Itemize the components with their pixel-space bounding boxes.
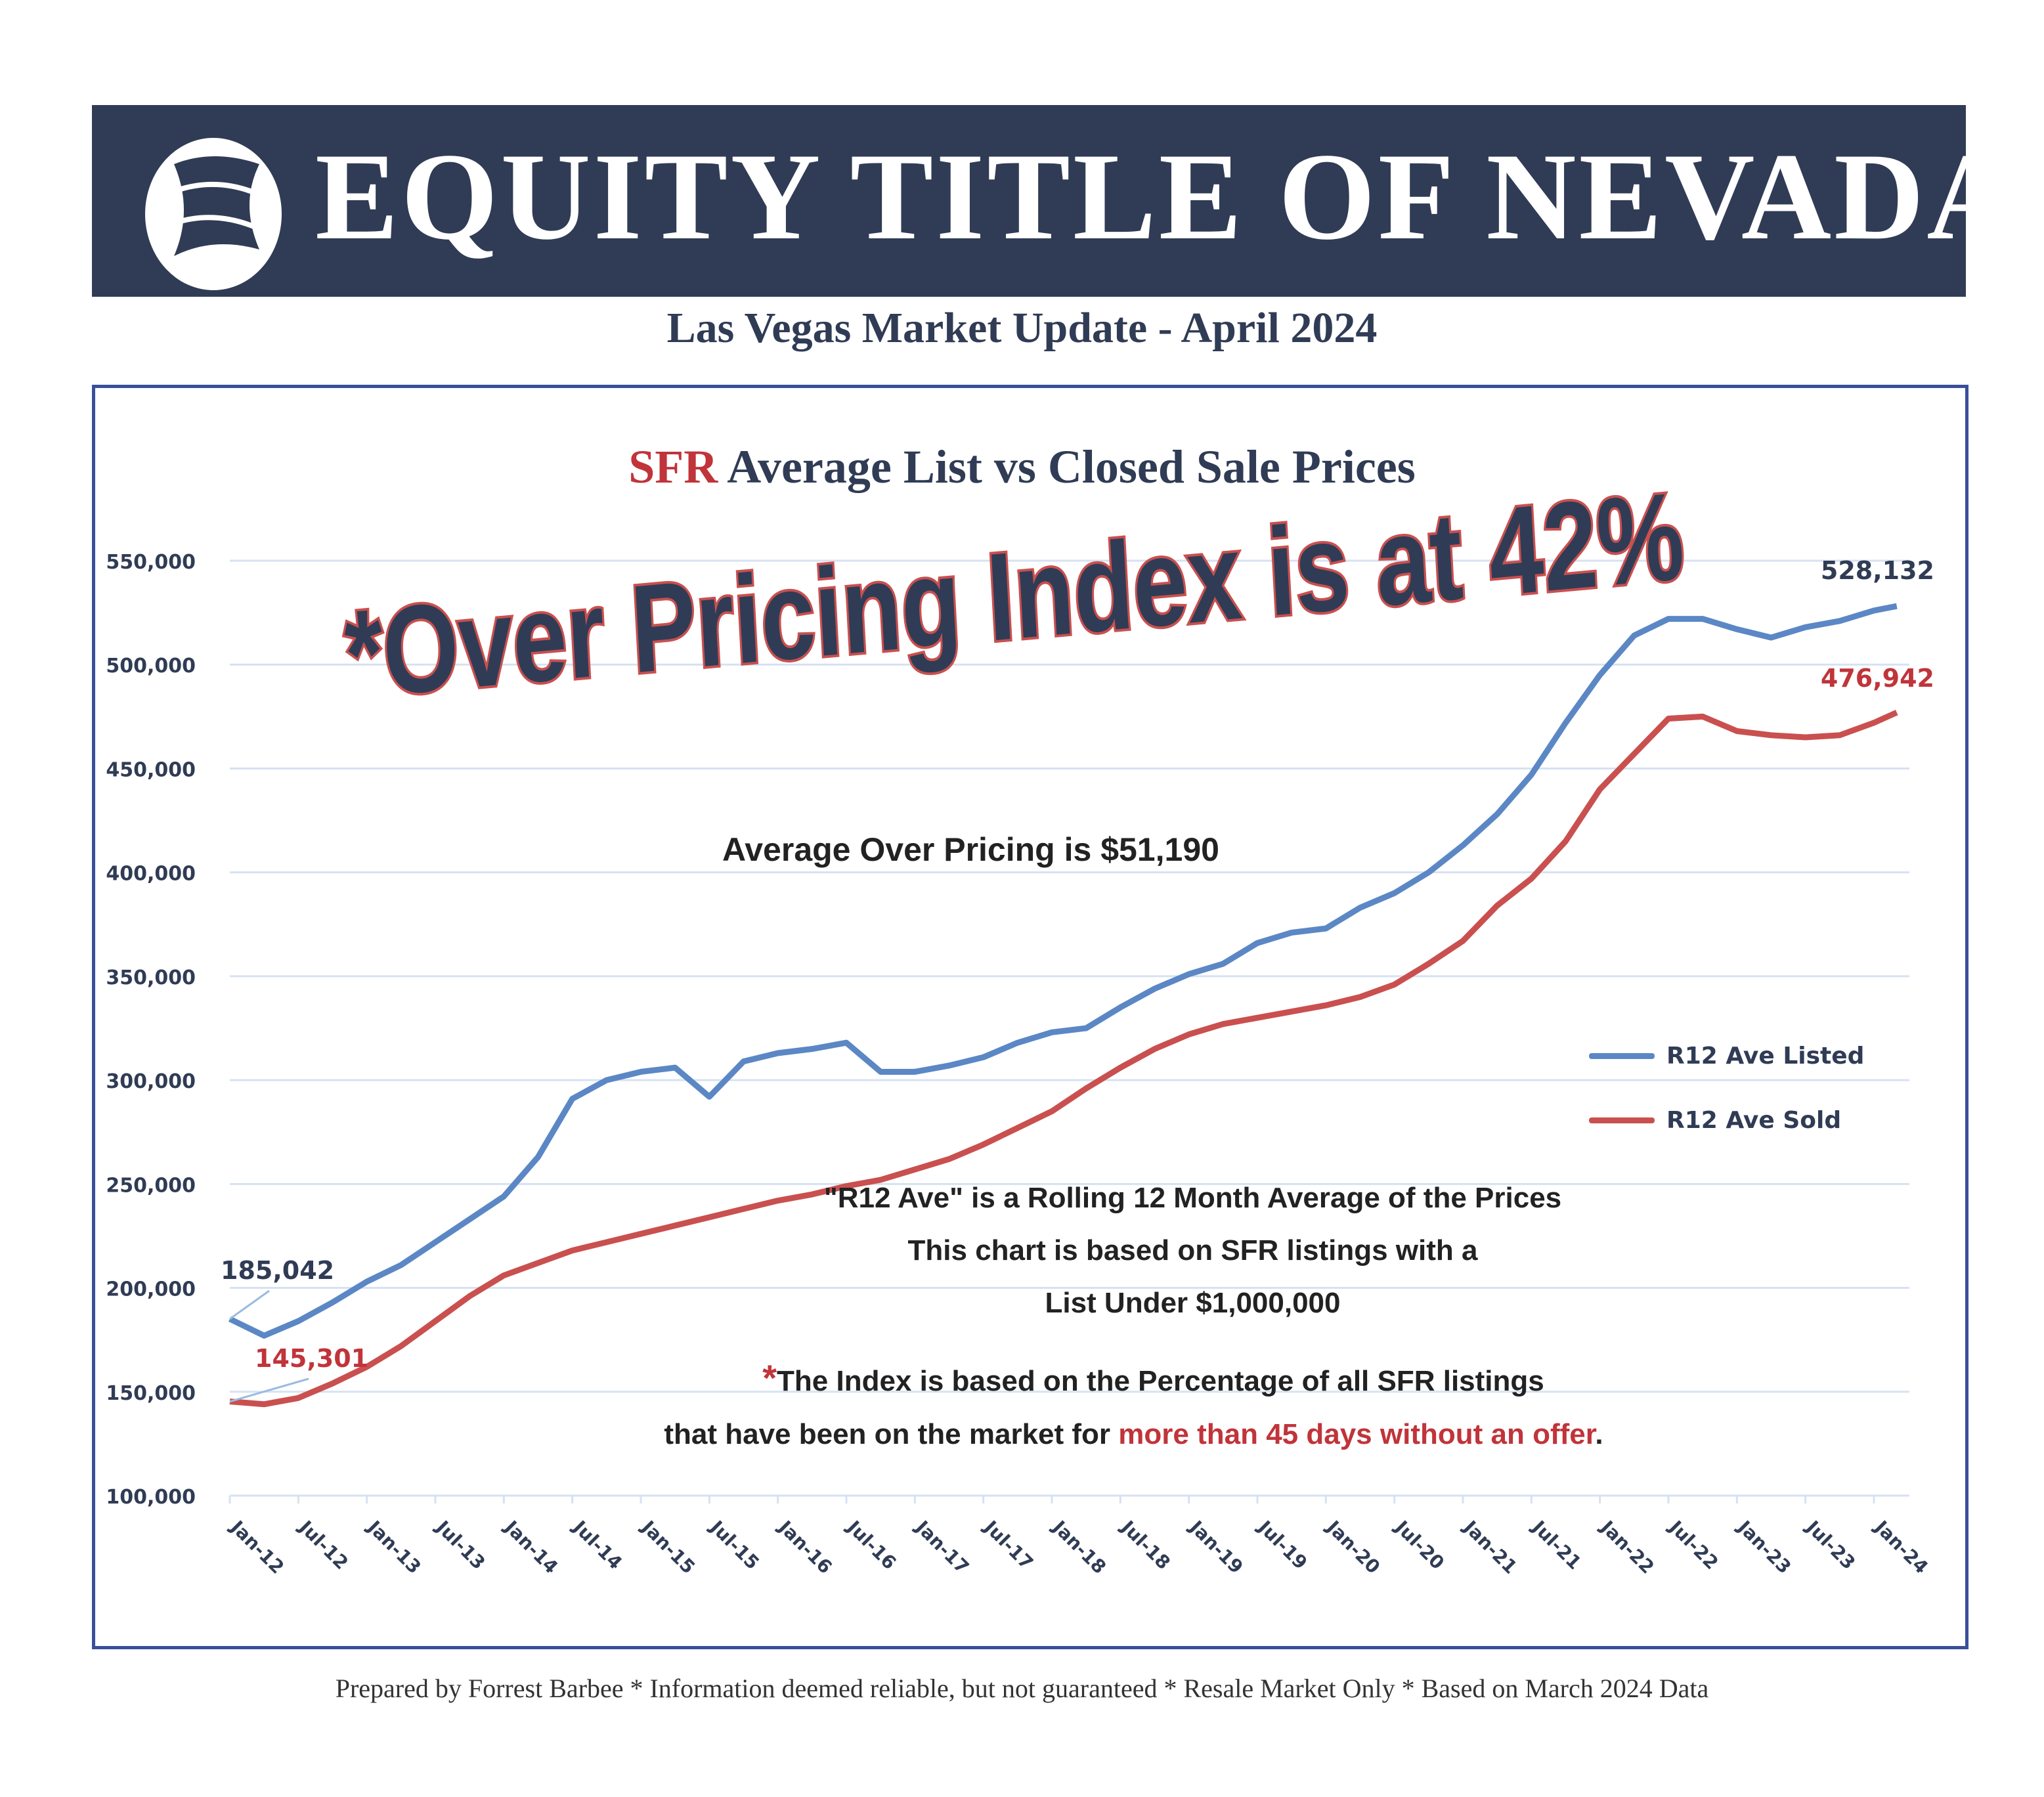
x-tick-label: Jan-17 xyxy=(911,1515,973,1578)
leader-line xyxy=(229,1289,270,1320)
chart-frame xyxy=(92,385,1968,1649)
y-tick-label: 400,000 xyxy=(106,863,196,886)
y-tick-label: 500,000 xyxy=(106,655,196,678)
y-tick-label: 200,000 xyxy=(106,1278,196,1301)
x-tick-label: Jul-23 xyxy=(1801,1515,1859,1574)
note-index: *The Index is based on the Percentage of… xyxy=(131,1356,2044,1399)
note-market: that have been on the market for more th… xyxy=(112,1418,2044,1451)
x-tick-label: Jul-12 xyxy=(294,1515,353,1574)
chart-title-text: Average List vs Closed Sale Prices xyxy=(727,441,1416,493)
x-tick-label: Jul-17 xyxy=(979,1515,1037,1574)
note-r12: "R12 Ave" is a Rolling 12 Month Average … xyxy=(823,1182,1562,1214)
y-tick-label: 450,000 xyxy=(106,758,196,781)
x-tick-label: Jan-13 xyxy=(362,1515,425,1578)
chart-title: SFR Average List vs Closed Sale Prices xyxy=(0,440,2044,494)
x-tick-label: Jan-12 xyxy=(226,1515,288,1578)
legend-item-sold: R12 Ave Sold xyxy=(1589,1107,1841,1134)
x-tick-label: Jan-24 xyxy=(1870,1515,1932,1578)
x-tick-label: Jul-21 xyxy=(1527,1515,1586,1574)
leader-line xyxy=(229,1377,309,1403)
start-value-label: 145,301 xyxy=(255,1344,368,1373)
note-index-text: The Index is based on the Percentage of … xyxy=(777,1365,1544,1397)
series-line-sold xyxy=(229,710,1898,1408)
average-over-pricing: Average Over Pricing is $51,190 xyxy=(722,831,1219,868)
start-value-label: 185,042 xyxy=(221,1256,334,1285)
y-tick-label: 300,000 xyxy=(106,1070,196,1093)
x-tick-label: Jul-19 xyxy=(1253,1515,1312,1574)
x-tick-label: Jul-22 xyxy=(1664,1515,1723,1574)
x-tick-label: Jul-14 xyxy=(568,1515,626,1574)
x-tick-label: Jan-14 xyxy=(500,1515,562,1578)
end-value-label: 528,132 xyxy=(1821,556,1934,585)
x-tick-label: Jul-15 xyxy=(705,1515,764,1574)
sail-globe-logo-icon xyxy=(145,138,282,290)
header-banner xyxy=(92,105,1966,297)
note-based-on: This chart is based on SFR listings with… xyxy=(907,1234,1478,1267)
x-tick-label: Jan-22 xyxy=(1596,1515,1658,1578)
note-asterisk: * xyxy=(762,1357,777,1398)
note-market-text: that have been on the market for xyxy=(664,1418,1119,1450)
x-tick-label: Jan-23 xyxy=(1733,1515,1795,1578)
series-line-listed xyxy=(228,603,1898,1339)
footer-disclaimer: Prepared by Forrest Barbee * Information… xyxy=(335,1674,1709,1703)
note-market-highlight: more than 45 days without an offer xyxy=(1118,1418,1596,1450)
y-tick-label: 550,000 xyxy=(106,551,196,574)
x-tick-label: Jul-16 xyxy=(842,1515,901,1574)
y-tick-label: 100,000 xyxy=(106,1486,196,1509)
x-tick-label: Jan-21 xyxy=(1459,1515,1521,1578)
y-tick-label: 150,000 xyxy=(106,1382,196,1405)
x-tick-label: Jan-20 xyxy=(1322,1515,1384,1578)
x-tick-label: Jul-18 xyxy=(1116,1515,1175,1574)
note-list-under: List Under $1,000,000 xyxy=(1045,1287,1341,1319)
legend-swatch-listed xyxy=(1589,1053,1655,1059)
y-tick-label: 350,000 xyxy=(106,966,196,989)
chart-title-prefix: SFR xyxy=(628,441,718,493)
x-tick-label: Jan-18 xyxy=(1048,1515,1110,1578)
x-tick-label: Jul-13 xyxy=(431,1515,490,1574)
x-tick-label: Jan-15 xyxy=(637,1515,699,1578)
x-tick-label: Jan-16 xyxy=(773,1515,836,1578)
legend-swatch-sold xyxy=(1589,1117,1655,1123)
y-tick-label: 250,000 xyxy=(106,1174,196,1197)
x-tick-label: Jul-20 xyxy=(1390,1515,1448,1574)
company-name: EQUITY TITLE OF NEVADA xyxy=(315,128,2020,266)
end-value-label: 476,942 xyxy=(1821,664,1934,693)
legend-label-sold: R12 Ave Sold xyxy=(1666,1107,1842,1134)
x-tick-label: Jan-19 xyxy=(1185,1515,1247,1578)
legend-item-listed: R12 Ave Listed xyxy=(1589,1043,1864,1070)
legend-label-listed: R12 Ave Listed xyxy=(1666,1043,1865,1070)
note-market-end: . xyxy=(1595,1418,1603,1450)
report-subtitle: Las Vegas Market Update - April 2024 xyxy=(666,304,1378,352)
